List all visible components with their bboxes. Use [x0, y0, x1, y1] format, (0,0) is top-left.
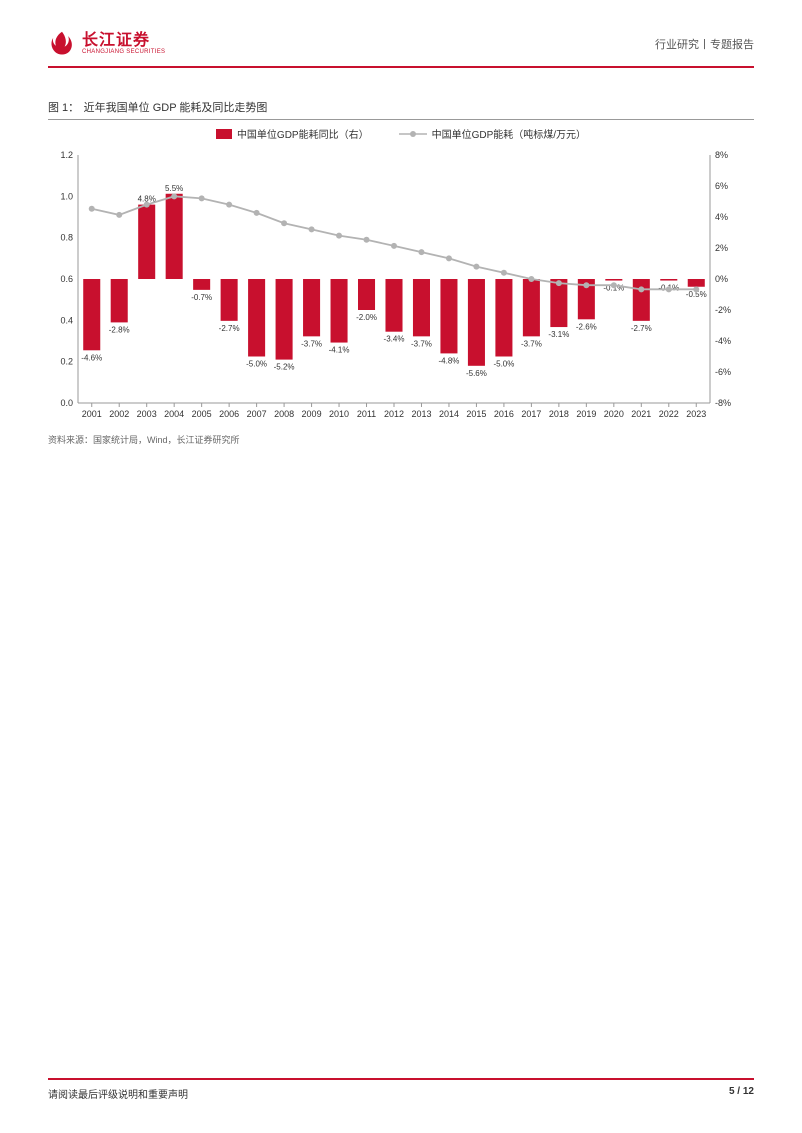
- svg-text:2019: 2019: [576, 409, 596, 419]
- svg-text:2008: 2008: [274, 409, 294, 419]
- svg-text:2009: 2009: [302, 409, 322, 419]
- page-total: 12: [743, 1086, 754, 1097]
- svg-text:-8%: -8%: [715, 398, 731, 408]
- gdp-energy-chart: 0.0 0.2 0.4 0.6 0.8 1.0 1.2 -8% -6% -4% -2% 0% 2% 4% 6…: [48, 147, 754, 427]
- svg-text:2022: 2022: [659, 409, 679, 419]
- svg-text:-2.0%: -2.0%: [356, 313, 377, 322]
- svg-text:-2.7%: -2.7%: [219, 324, 240, 333]
- svg-text:-0.7%: -0.7%: [191, 293, 212, 302]
- svg-text:0.0: 0.0: [60, 398, 73, 408]
- svg-text:-3.7%: -3.7%: [411, 339, 432, 348]
- svg-text:2007: 2007: [247, 409, 267, 419]
- page-footer: 请阅读最后评级说明和重要声明 5 / 12: [48, 1078, 754, 1101]
- legend-line-label: 中国单位GDP能耗（吨标煤/万元）: [432, 126, 586, 141]
- svg-text:-2.6%: -2.6%: [576, 322, 597, 331]
- svg-text:2006: 2006: [219, 409, 239, 419]
- figure-title: 近年我国单位 GDP 能耗及同比走势图: [84, 102, 268, 114]
- svg-text:-2.8%: -2.8%: [109, 325, 130, 334]
- legend-line: 中国单位GDP能耗（吨标煤/万元）: [399, 126, 586, 141]
- svg-text:8%: 8%: [715, 150, 728, 160]
- chart-svg: 0.0 0.2 0.4 0.6 0.8 1.0 1.2 -8% -6% -4% -2% 0% 2% 4% 6…: [48, 147, 748, 427]
- footer-page: 5 / 12: [729, 1086, 754, 1101]
- page-header: 长江证券 CHANGJIANG SECURITIES 行业研究丨专题报告: [48, 30, 754, 68]
- svg-text:2013: 2013: [411, 409, 431, 419]
- svg-text:0.8: 0.8: [60, 233, 73, 243]
- svg-text:-3.7%: -3.7%: [521, 339, 542, 348]
- page-sep: /: [735, 1086, 743, 1097]
- svg-text:2012: 2012: [384, 409, 404, 419]
- svg-text:1.2: 1.2: [60, 150, 73, 160]
- figure-title-prefix: 图 1：: [48, 102, 79, 114]
- brand-text: 长江证券 CHANGJIANG SECURITIES: [82, 33, 165, 55]
- svg-text:0.4: 0.4: [60, 315, 73, 325]
- svg-text:-3.4%: -3.4%: [384, 335, 405, 344]
- svg-text:-4.8%: -4.8%: [439, 356, 460, 365]
- svg-text:5.5%: 5.5%: [165, 184, 183, 193]
- legend-bar-swatch: [216, 129, 232, 139]
- header-category: 行业研究丨专题报告: [655, 36, 754, 52]
- svg-text:-6%: -6%: [715, 367, 731, 377]
- svg-text:2011: 2011: [357, 409, 376, 419]
- figure-title-row: 图 1： 近年我国单位 GDP 能耗及同比走势图: [48, 98, 754, 120]
- legend-bar: 中国单位GDP能耗同比（右）: [216, 126, 369, 141]
- figure-source: 资料来源：国家统计局，Wind，长江证券研究所: [48, 433, 754, 446]
- svg-text:-5.0%: -5.0%: [493, 360, 514, 369]
- svg-text:-3.7%: -3.7%: [301, 339, 322, 348]
- svg-text:-4.1%: -4.1%: [329, 346, 350, 355]
- brand-cn: 长江证券: [82, 33, 165, 49]
- svg-text:-2.7%: -2.7%: [631, 324, 652, 333]
- svg-text:-5.2%: -5.2%: [274, 363, 295, 372]
- svg-text:2020: 2020: [604, 409, 624, 419]
- legend-line-swatch: [399, 129, 427, 139]
- svg-text:2023: 2023: [686, 409, 706, 419]
- svg-text:2015: 2015: [466, 409, 486, 419]
- brand-logo: 长江证券 CHANGJIANG SECURITIES: [48, 30, 165, 58]
- svg-text:-5.6%: -5.6%: [466, 369, 487, 378]
- svg-text:2001: 2001: [82, 409, 102, 419]
- brand-en: CHANGJIANG SECURITIES: [82, 49, 165, 55]
- svg-text:2014: 2014: [439, 409, 459, 419]
- svg-text:2%: 2%: [715, 243, 728, 253]
- svg-text:0.2: 0.2: [60, 357, 73, 367]
- svg-text:2021: 2021: [631, 409, 651, 419]
- svg-text:2004: 2004: [164, 409, 184, 419]
- svg-text:4%: 4%: [715, 212, 728, 222]
- page: 长江证券 CHANGJIANG SECURITIES 行业研究丨专题报告 图 1…: [0, 0, 802, 1133]
- legend-bar-label: 中国单位GDP能耗同比（右）: [237, 126, 369, 141]
- footer-disclaimer: 请阅读最后评级说明和重要声明: [48, 1086, 188, 1101]
- svg-text:2018: 2018: [549, 409, 569, 419]
- svg-text:1.0: 1.0: [60, 191, 73, 201]
- svg-text:6%: 6%: [715, 181, 728, 191]
- svg-text:-4%: -4%: [715, 336, 731, 346]
- chart-legend: 中国单位GDP能耗同比（右） 中国单位GDP能耗（吨标煤/万元）: [48, 126, 754, 141]
- svg-text:-5.0%: -5.0%: [246, 360, 267, 369]
- svg-text:2002: 2002: [109, 409, 129, 419]
- svg-text:2003: 2003: [137, 409, 157, 419]
- svg-text:-4.6%: -4.6%: [81, 353, 102, 362]
- svg-text:2005: 2005: [192, 409, 212, 419]
- svg-text:2010: 2010: [329, 409, 349, 419]
- svg-text:0.6: 0.6: [60, 274, 73, 284]
- flame-icon: [48, 30, 76, 58]
- svg-text:-2%: -2%: [715, 305, 731, 315]
- svg-text:0%: 0%: [715, 274, 728, 284]
- svg-text:2017: 2017: [521, 409, 541, 419]
- svg-text:-3.1%: -3.1%: [548, 330, 569, 339]
- svg-text:2016: 2016: [494, 409, 514, 419]
